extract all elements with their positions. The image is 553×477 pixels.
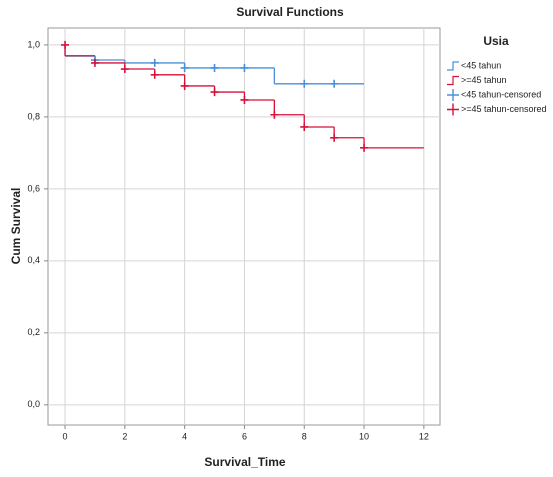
censor-mark — [270, 110, 279, 119]
legend-label: <45 tahun-censored — [461, 89, 541, 99]
x-tick-label: 4 — [182, 431, 187, 441]
censor-mark — [150, 70, 159, 79]
x-tick-label: 12 — [419, 431, 429, 441]
censor-mark — [300, 79, 309, 88]
x-tick-label: 10 — [359, 431, 369, 441]
x-tick-label: 8 — [302, 431, 307, 441]
y-tick-label: 0,2 — [27, 327, 40, 337]
x-tick-label: 2 — [122, 431, 127, 441]
y-tick-label: 0,6 — [27, 183, 40, 193]
censor-mark — [90, 58, 99, 67]
y-axis-title: Cum Survival — [9, 188, 23, 265]
y-tick-label: 0,4 — [27, 255, 40, 265]
legend-swatch — [447, 61, 459, 71]
y-tick-label: 1,0 — [27, 39, 40, 49]
censor-mark — [210, 63, 219, 72]
censor-mark — [240, 63, 249, 72]
legend-swatch — [447, 103, 459, 116]
x-axis-title: Survival_Time — [204, 455, 285, 469]
y-tick-label: 0,8 — [27, 111, 40, 121]
censor-mark — [330, 79, 339, 88]
legend-label: <45 tahun — [461, 60, 501, 70]
legend-label: >=45 tahun — [461, 75, 507, 85]
censor-mark — [210, 88, 219, 97]
legend-label: >=45 tahun-censored — [461, 104, 547, 114]
y-tick-label: 0,0 — [27, 399, 40, 409]
censor-mark — [180, 63, 189, 72]
censor-mark — [300, 122, 309, 131]
censor-mark — [61, 40, 70, 49]
chart-title: Survival Functions — [236, 5, 344, 19]
censor-mark — [180, 81, 189, 90]
censor-mark — [150, 58, 159, 67]
x-tick-label: 0 — [63, 431, 68, 441]
legend-swatch — [447, 89, 459, 101]
x-tick-label: 6 — [242, 431, 247, 441]
censor-mark — [330, 133, 339, 142]
censor-mark — [120, 65, 129, 74]
censor-mark — [360, 143, 369, 152]
legend-title: Usia — [483, 34, 509, 48]
censor-mark — [240, 95, 249, 104]
legend-swatch — [447, 75, 459, 86]
